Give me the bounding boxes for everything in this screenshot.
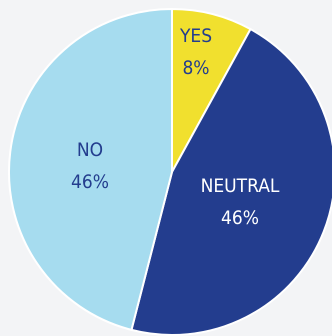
slice-label-neutral: NEUTRAL: [201, 175, 280, 197]
slice-value-no: 46%: [71, 171, 109, 193]
slice-label-no: NO: [77, 139, 103, 161]
slice-label-yes: YES: [179, 25, 212, 47]
slice-value-yes: 8%: [182, 57, 209, 79]
pie-slice-no: [8, 7, 173, 332]
slice-value-neutral: 46%: [221, 207, 259, 229]
pie-slice-neutral: [130, 27, 332, 336]
